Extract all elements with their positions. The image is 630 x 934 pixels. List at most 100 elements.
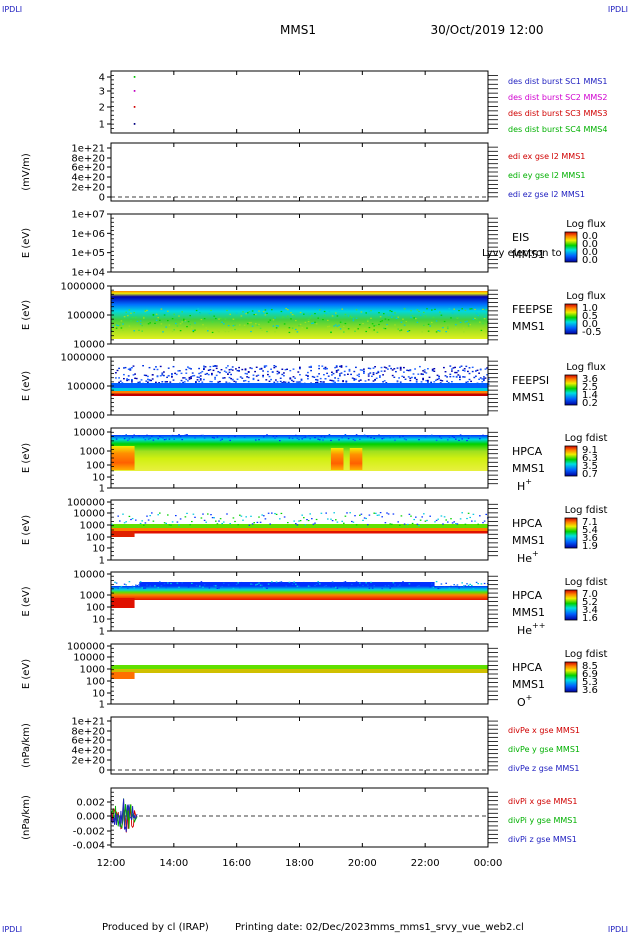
species-symbol: H: [517, 480, 525, 493]
corner-label-top-left: IPDLI: [2, 5, 22, 14]
species-charge: +: [532, 549, 539, 558]
footer-produced: Produced by cl (IRAP): [102, 922, 209, 933]
colorbar-tick-label: 1.4: [582, 390, 598, 401]
y-tick-label: 100: [86, 677, 105, 688]
x-tick-label: 22:00: [411, 858, 440, 869]
hpca-o-hot-region: [111, 672, 135, 679]
panel-frame: [110, 142, 489, 202]
panel-frame: [110, 571, 489, 632]
footer-script-name: mms_mms1_srvy_vue_web2.cl: [370, 922, 524, 933]
y-tick-label: 10000: [73, 428, 105, 439]
species-charge: +: [526, 693, 533, 702]
y-tick-label: 1000: [80, 665, 105, 676]
y-tick-label: 4e+20: [71, 746, 105, 757]
colorbar-title: Log fdist: [565, 649, 608, 660]
species-label: He++: [517, 621, 545, 637]
panel-frame: [110, 787, 489, 848]
footer-printing-date: Printing date: 02/Dec/2023: [235, 922, 370, 933]
legend-entry: divPi x gse MMS1: [508, 797, 577, 806]
y-tick-label: 1000: [80, 591, 105, 602]
colorbar-title: Log fdist: [565, 577, 608, 588]
y-axis-label: (nPa/km): [21, 723, 32, 768]
y-axis-label: E (eV): [21, 228, 32, 258]
x-tick-label: 12:00: [97, 858, 126, 869]
species-symbol: He: [517, 624, 532, 637]
legend-entry: des dist burst SC2 MMS2: [508, 93, 607, 102]
corner-label-bottom-left: IPDLI: [2, 925, 22, 934]
colorbar-tick-label: 5.2: [582, 597, 598, 608]
species-label: O+: [517, 693, 532, 709]
hpca-he2-spectrogram: [111, 586, 488, 600]
colorbar-tick-label: 0.5: [582, 311, 598, 322]
hpca-h-hot-region: [111, 446, 135, 470]
panel-des-burst: 4 3 2 1 des dist burst SC1 MMS1 des dist burs…: [99, 70, 607, 134]
colorbar-title: Log flux: [566, 291, 606, 302]
panel-frame: [110, 716, 489, 775]
instrument-label: FEEPSE: [512, 303, 553, 316]
hpca-he-band-red: [111, 531, 488, 534]
y-axis-label: E (eV): [21, 300, 32, 330]
legend-entry: divPe z gse MMS1: [508, 764, 579, 773]
y-tick-label: 8e+20: [71, 154, 105, 165]
y-tick-label: 6e+20: [71, 736, 105, 747]
colorbar-tick-label: 0.0: [582, 239, 598, 250]
y-axis-label: E (eV): [21, 659, 32, 689]
colorbar-tick-label: 3.6: [582, 685, 598, 696]
feepsi-band-orange: [111, 391, 488, 394]
spacecraft-title: MMS1: [280, 23, 316, 37]
colorbar-title: Log flux: [566, 362, 606, 373]
y-tick-label: 100: [86, 603, 105, 614]
feepsi-band-cyan: [111, 388, 488, 391]
colorbar-title: Log flux: [566, 219, 606, 230]
corner-label-top-right: IPDLI: [608, 5, 628, 14]
y-axis-label: E (eV): [21, 515, 32, 545]
y-tick-label: 1: [99, 484, 105, 495]
hpca-he-band-orange: [111, 528, 488, 531]
colorbar-tick-label: 1.6: [582, 613, 598, 624]
y-tick-label: 8e+20: [71, 727, 105, 738]
y-tick-label: 1: [99, 700, 105, 711]
y-tick-label: 1: [99, 627, 105, 638]
spacecraft-label: MMS1: [512, 462, 545, 475]
burst-marker: [133, 106, 136, 108]
colorbar-tick-label: 5.3: [582, 677, 598, 688]
colorbar-tick-label: 7.1: [582, 517, 598, 528]
y-tick-label: 1e+21: [71, 144, 105, 155]
y-tick-label: 100000: [67, 642, 105, 653]
hpca-h-hot-region-3: [349, 448, 363, 470]
panel-divpi: 0.002 0.000 -0.002 -0.004 (nPa/km) divPi x gs…: [21, 787, 577, 852]
burst-marker: [133, 90, 136, 92]
colorbar-tick-label: 0.0: [582, 255, 598, 266]
y-tick-label: 2e+20: [71, 183, 105, 194]
y-tick-label: 4e+20: [71, 173, 105, 184]
colorbar-tick-label: 1.0: [582, 303, 598, 314]
y-tick-label: 10: [92, 544, 105, 555]
y-tick-label: 100: [86, 533, 105, 544]
colorbar-tick-label: 6.3: [582, 453, 598, 464]
panel-frame: [110, 213, 489, 273]
spacecraft-label: MMS1: [512, 606, 545, 619]
y-tick-label: 100000: [67, 311, 105, 322]
legend-entry: edi ey gse l2 MMS1: [508, 171, 586, 180]
colorbar-tick-label: 8.5: [582, 661, 598, 672]
y-axis-label: E (eV): [21, 586, 32, 616]
hpca-he-band-green: [111, 524, 488, 528]
x-tick-label: 20:00: [348, 858, 377, 869]
spacecraft-label: MMS1: [512, 391, 545, 404]
legend-entry: divPe y gse MMS1: [508, 745, 580, 754]
feepse-spectrogram: [111, 291, 488, 339]
legend-entry: des dist burst SC3 MMS3: [508, 109, 607, 118]
colorbar-tick-label: 0.7: [582, 469, 598, 480]
y-axis-label: (mV/m): [21, 153, 32, 191]
y-axis-label: E (eV): [21, 443, 32, 473]
species-symbol: He: [517, 552, 532, 565]
y-tick-label: 10000: [73, 570, 105, 581]
y-tick-label: 1000000: [60, 353, 105, 364]
colorbar-tick-label: 0.0: [582, 319, 598, 330]
y-tick-label: 10: [92, 615, 105, 626]
